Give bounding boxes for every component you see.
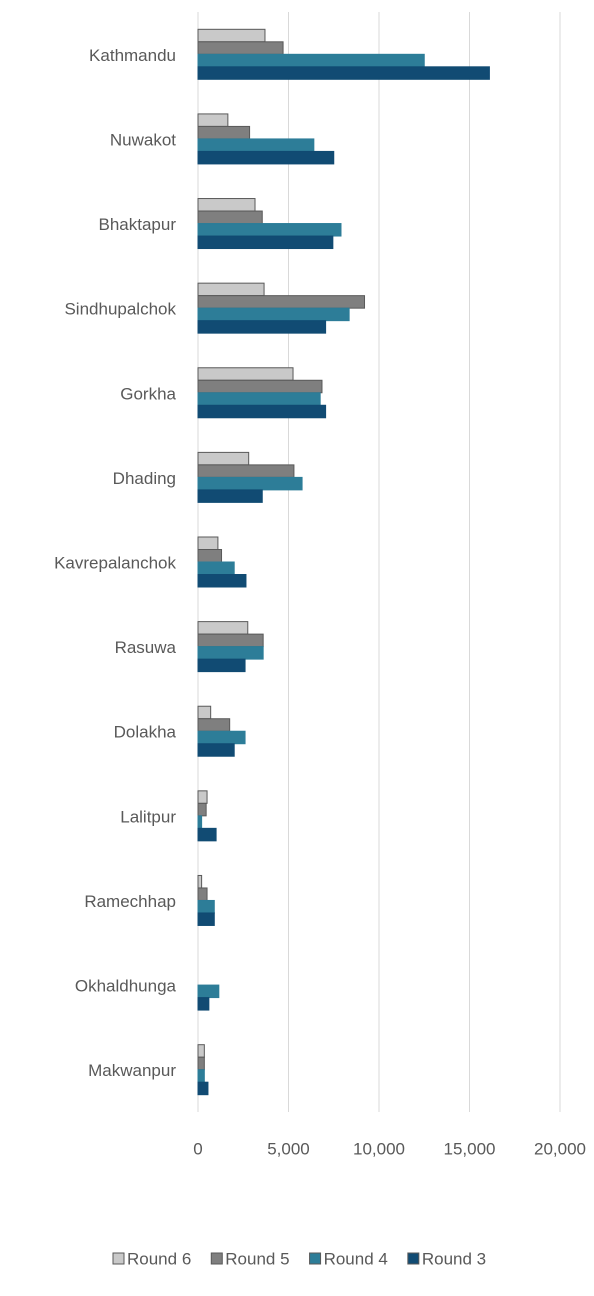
legend-label: Round 4: [324, 1249, 388, 1268]
legend-swatch: [112, 1252, 125, 1265]
bar: [197, 1044, 205, 1058]
bar: [197, 379, 323, 394]
bar: [197, 815, 203, 829]
y-tick-label: Lalitpur: [120, 807, 176, 826]
y-tick-label: Ramechhap: [84, 892, 176, 911]
y-tick-label: Okhaldhunga: [75, 977, 177, 996]
bar: [197, 282, 265, 297]
bar: [197, 464, 295, 478]
bar: [197, 984, 220, 999]
bar: [197, 561, 235, 575]
bar: [197, 1056, 205, 1071]
bar: [197, 1069, 205, 1083]
y-tick-label: Makwanpur: [88, 1061, 176, 1080]
bar: [197, 451, 250, 466]
bar: [197, 210, 263, 225]
y-tick-label: Kavrepalanchok: [54, 553, 176, 572]
legend-swatch: [407, 1252, 420, 1265]
bar: [197, 28, 266, 43]
y-tick-label: Dhading: [113, 469, 176, 488]
bar: [197, 41, 284, 55]
bar: [197, 150, 335, 165]
legend-swatch: [309, 1252, 322, 1265]
bar: [197, 295, 366, 309]
bar: [197, 125, 251, 140]
bar: [197, 658, 246, 673]
bar: [197, 549, 223, 563]
bar: [197, 827, 217, 842]
bar: [197, 1081, 209, 1096]
bar: [197, 66, 490, 80]
bar: [197, 633, 264, 648]
legend-label: Round 6: [127, 1249, 191, 1268]
bar: [197, 536, 219, 550]
bar: [197, 743, 235, 757]
bar: [197, 489, 263, 503]
legend-swatch: [210, 1252, 223, 1265]
bar: [197, 223, 342, 237]
legend-label: Round 5: [225, 1249, 289, 1268]
bar: [197, 790, 208, 804]
bar: [197, 307, 350, 322]
legend-label: Round 3: [422, 1249, 486, 1268]
bar: [197, 198, 256, 212]
bar: [197, 899, 215, 914]
bar: [197, 718, 231, 732]
bar: [197, 730, 246, 745]
x-tick-label: 15,000: [444, 1139, 496, 1158]
x-tick-label: 10,000: [353, 1139, 405, 1158]
bar: [197, 113, 229, 127]
bar: [197, 646, 264, 660]
bar: [197, 802, 207, 817]
bar: [197, 138, 315, 152]
x-tick-label: 5,000: [267, 1139, 310, 1158]
bar: [197, 476, 303, 491]
bar: [197, 887, 208, 901]
bar: [197, 621, 249, 635]
bar: [197, 235, 334, 250]
y-tick-label: Sindhupalchok: [64, 300, 176, 319]
y-tick-label: Rasuwa: [115, 638, 177, 657]
y-tick-label: Bhaktapur: [99, 215, 177, 234]
y-tick-label: Kathmandu: [89, 46, 176, 65]
bar: [197, 392, 321, 406]
y-tick-label: Dolakha: [114, 723, 177, 742]
bar: [197, 320, 327, 334]
bar: [197, 912, 215, 926]
bar: [197, 367, 294, 381]
bar: [197, 874, 203, 889]
bar: [197, 53, 425, 68]
bar: [197, 705, 212, 720]
bar: [197, 404, 327, 419]
x-tick-label: 0: [193, 1139, 202, 1158]
bar: [197, 574, 247, 588]
y-tick-label: Gorkha: [120, 384, 176, 403]
x-tick-label: 20,000: [534, 1139, 586, 1158]
bar: [197, 997, 210, 1011]
y-tick-label: Nuwakot: [110, 130, 176, 149]
